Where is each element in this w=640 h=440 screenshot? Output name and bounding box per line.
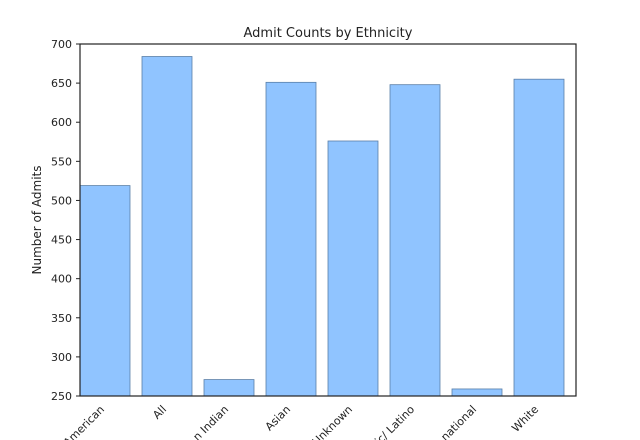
bar-unknown bbox=[327, 140, 379, 397]
bar-asian bbox=[265, 81, 317, 397]
bar-all bbox=[141, 56, 193, 397]
y-axis: 250 300 350 400 450 500 550 600 650 700 bbox=[51, 38, 80, 403]
x-tick-label: national bbox=[438, 403, 479, 440]
y-tick-label: 350 bbox=[51, 312, 72, 325]
y-tick-label: 250 bbox=[51, 390, 72, 403]
y-tick-label: 500 bbox=[51, 194, 72, 207]
y-tick-label: 650 bbox=[51, 77, 72, 90]
y-tick-label: 700 bbox=[51, 38, 72, 51]
bar-african-american bbox=[79, 185, 131, 397]
bar-hispanic-latino bbox=[389, 84, 441, 397]
y-tick-label: 550 bbox=[51, 155, 72, 168]
bar-international bbox=[451, 388, 503, 397]
x-tick-label: Unknown bbox=[310, 403, 355, 440]
bar-white bbox=[513, 78, 565, 397]
y-tick-label: 300 bbox=[51, 351, 72, 364]
plot-frame bbox=[79, 43, 577, 397]
x-tick-label: ic/ Latino bbox=[372, 403, 417, 440]
chart-title: Admit Counts by Ethnicity bbox=[244, 26, 413, 41]
x-axis: American All n Indian Asian Unknown ic/ Latin… bbox=[61, 403, 541, 440]
x-tick-label: Asian bbox=[263, 403, 293, 433]
y-tick-label: 400 bbox=[51, 273, 72, 286]
x-tick-label: All bbox=[150, 403, 169, 422]
y-tick-label: 600 bbox=[51, 116, 72, 129]
y-axis-title: Number of Admits bbox=[30, 166, 44, 275]
y-tick-label: 450 bbox=[51, 234, 72, 247]
bar-american-indian bbox=[203, 379, 255, 397]
x-tick-label: n Indian bbox=[191, 403, 232, 440]
x-tick-label: White bbox=[509, 403, 541, 435]
bars-group bbox=[79, 56, 565, 397]
x-tick-label: American bbox=[61, 403, 107, 440]
